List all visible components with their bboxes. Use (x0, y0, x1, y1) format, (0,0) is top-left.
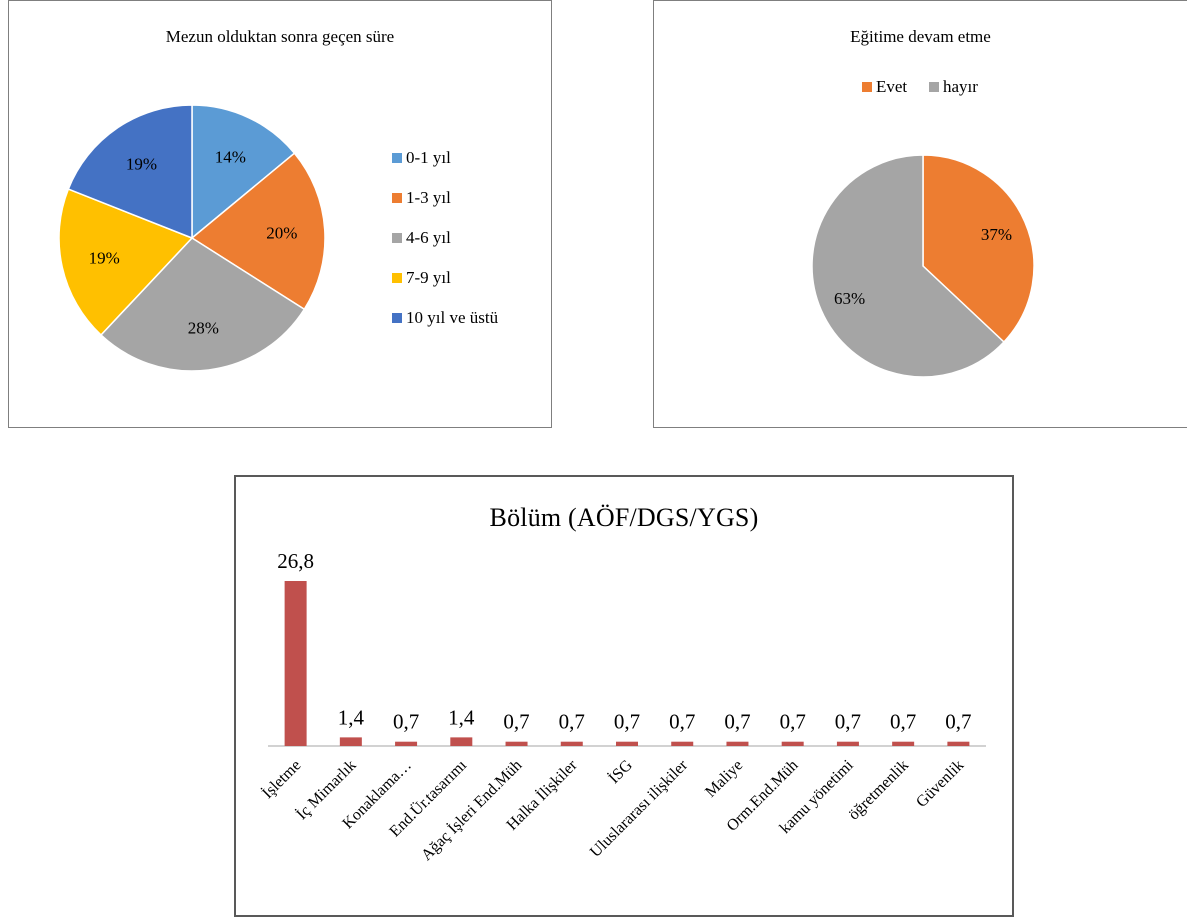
legend-label: 7-9 yıl (406, 268, 451, 287)
legend-swatch (392, 153, 402, 163)
chart-panel-continue-education: Eğitime devam etme 37% 63% Evet hayır (653, 0, 1187, 428)
data-label-1-3-yil: 20% (266, 223, 297, 242)
legend-swatch (929, 82, 939, 92)
legend-label: 4-6 yıl (406, 228, 451, 247)
data-label-10-yil-ve-ustu: 19% (126, 155, 157, 174)
chart-title: Eğitime devam etme (850, 27, 991, 46)
pie-slice-hayir (811, 154, 1005, 378)
x-tick-label-isg: İSG (605, 756, 636, 787)
bar-value-label: 0,7 (503, 710, 529, 734)
bar-value-label: 0,7 (890, 710, 916, 734)
bar-orm-end-muh (781, 741, 804, 746)
legend-swatch (392, 193, 402, 203)
legend-swatch (862, 82, 872, 92)
bar-uluslararasi-iliskiler (671, 741, 694, 746)
pie-slice-4-6-yil (99, 237, 306, 372)
bar-ogretmenlik (892, 741, 915, 746)
bar-ic-mimarlik (339, 737, 362, 746)
pie-chart-graduation-time: 14% 20% 28% 19% 19% (58, 104, 326, 372)
legend-item-10-yil-ve-ustu: 10 yıl ve üstü (392, 308, 498, 328)
bar-guvenlik (947, 741, 970, 746)
bar-agac-isleri-end-muh (505, 741, 528, 746)
bar-value-label: 1,4 (448, 705, 475, 729)
legend-swatch (392, 273, 402, 283)
pie-chart-continue-education: 37% 63% (811, 154, 1035, 378)
bar-maliye (726, 741, 749, 746)
x-tick-label-uluslararasi-iliskiler: Uluslararası ilişkiler (587, 756, 692, 861)
bar-value-label: 0,7 (559, 710, 585, 734)
legend-swatch (392, 313, 402, 323)
legend-label: Evet (876, 77, 908, 96)
x-tick-label-agac-isleri-end-muh: Ağaç İşleri End.Müh (417, 756, 525, 864)
legend-item-4-6-yil: 4-6 yıl (392, 228, 451, 248)
bar-value-label: 0,7 (614, 710, 640, 734)
bar-value-label: 26,8 (277, 549, 314, 573)
chart-title: Bölüm (AÖF/DGS/YGS) (489, 503, 759, 532)
legend-item-0-1-yil: 0-1 yıl (392, 148, 451, 168)
legend-swatch (392, 233, 402, 243)
chart-title: Mezun olduktan sonra geçen süre (165, 27, 395, 46)
x-tick-label-isletme: İşletme (258, 756, 304, 802)
legend-label: 10 yıl ve üstü (406, 308, 499, 327)
data-label-hayir: 63% (834, 289, 865, 308)
chart-panel-department: Bölüm (AÖF/DGS/YGS) 26,8 İşletme 1,4 İç Mim… (234, 475, 1014, 917)
pie-slice-evet (922, 154, 1035, 344)
pie-slice-0-1-yil (191, 104, 296, 240)
bar-kamu-yonetimi (836, 741, 859, 746)
data-label-4-6-yil: 28% (188, 318, 219, 337)
legend-item-7-9-yil: 7-9 yıl (392, 268, 451, 288)
bar-value-label: 0,7 (393, 710, 419, 734)
bar-isletme (284, 581, 307, 746)
bar-value-label: 1,4 (338, 705, 365, 729)
bar-value-label: 0,7 (669, 710, 695, 734)
bar-isg (616, 741, 638, 746)
bar-value-label: 0,7 (724, 710, 750, 734)
x-tick-label-maliye: Maliye (702, 757, 746, 801)
data-label-0-1-yil: 14% (215, 148, 246, 167)
x-tick-label-ogretmenlik: öğretmenlik (845, 757, 912, 824)
legend-label: 1-3 yıl (406, 188, 451, 207)
bar-end-ur-tasarimi (450, 737, 473, 746)
legend-label: 0-1 yıl (406, 148, 451, 167)
data-label-evet: 37% (981, 225, 1012, 244)
x-tick-label-guvenlik: Güvenlik (913, 757, 967, 811)
chart-panel-graduation-time: Mezun olduktan sonra geçen süre 14% 20% 28… (8, 0, 552, 428)
data-label-7-9-yil: 19% (89, 249, 120, 268)
bar-value-label: 0,7 (835, 710, 861, 734)
bar-value-label: 0,7 (780, 710, 806, 734)
pie-slice-1-3-yil (190, 152, 326, 311)
bar-halka-iliskiler (560, 741, 583, 746)
legend-item-evet: Evet (862, 77, 907, 97)
legend-item-1-3-yil: 1-3 yıl (392, 188, 451, 208)
bar-konaklama (395, 741, 418, 746)
legend-item-hayir: hayır (929, 77, 978, 97)
legend-label: hayır (943, 77, 978, 96)
pie-slice-10-yil-ve-ustu (67, 104, 193, 240)
bar-value-label: 0,7 (945, 710, 971, 734)
